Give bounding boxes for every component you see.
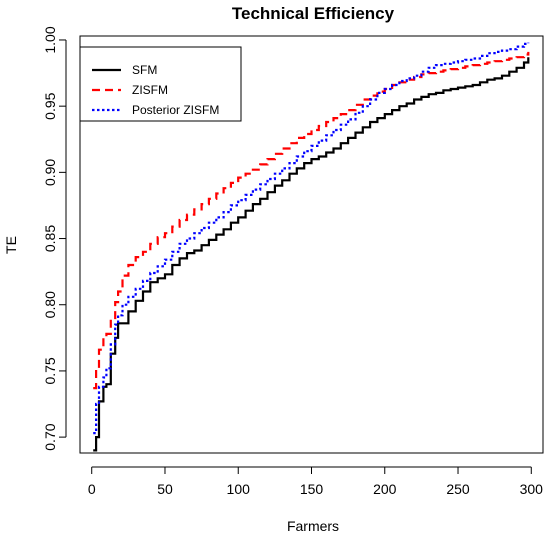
x-tick-label: 50 <box>157 481 173 497</box>
chart-title: Technical Efficiency <box>232 4 395 23</box>
x-axis: 0 50 100 150 200 250 300 <box>88 466 544 497</box>
legend: SFM ZISFM Posterior ZISFM <box>79 46 242 122</box>
series-line-sfm <box>93 57 530 452</box>
legend-box <box>79 46 242 122</box>
series-layer <box>93 42 530 452</box>
x-tick-label: 0 <box>88 481 96 497</box>
y-tick-label: 0.95 <box>42 92 58 119</box>
y-axis-label: TE <box>3 236 19 254</box>
y-axis: 0.70 0.75 0.80 0.85 0.90 0.95 1.00 <box>42 26 67 451</box>
x-tick-label: 250 <box>446 481 470 497</box>
x-tick-label: 100 <box>227 481 251 497</box>
y-tick-label: 0.70 <box>42 423 58 450</box>
y-tick-label: 0.75 <box>42 357 58 384</box>
y-tick-label: 0.85 <box>42 225 58 252</box>
y-tick-label: 0.90 <box>42 159 58 186</box>
series-line-posterior-zisfm <box>93 42 530 435</box>
y-tick-label: 0.80 <box>42 291 58 318</box>
x-tick-label: 150 <box>300 481 324 497</box>
series-line-zisfm <box>93 51 530 390</box>
x-tick-label: 300 <box>520 481 544 497</box>
x-axis-label: Farmers <box>287 518 339 534</box>
legend-label: ZISFM <box>132 83 168 97</box>
y-tick-label: 1.00 <box>42 26 58 53</box>
legend-label: SFM <box>132 63 157 77</box>
plot-frame <box>79 35 544 454</box>
legend-label: Posterior ZISFM <box>132 103 219 117</box>
x-tick-label: 200 <box>373 481 397 497</box>
